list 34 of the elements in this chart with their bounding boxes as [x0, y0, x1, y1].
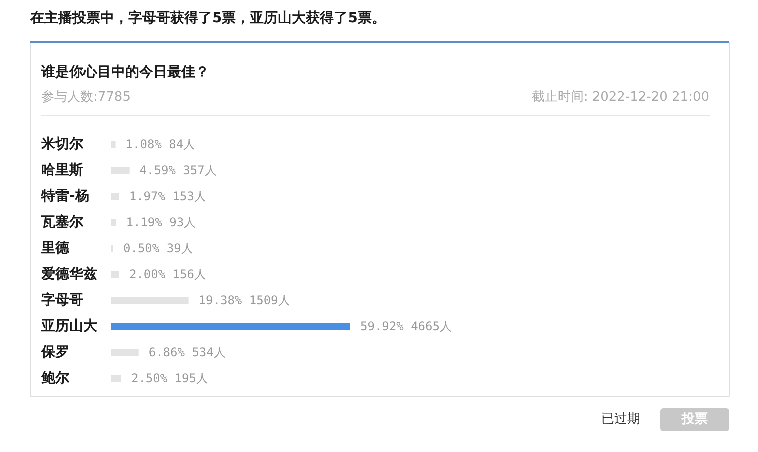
- bar: [112, 323, 350, 330]
- bar: [112, 141, 116, 148]
- data-label: 4.59% 357人: [140, 164, 217, 178]
- data-label: 59.92% 4665人: [360, 320, 452, 334]
- bar: [112, 297, 189, 304]
- data-label: 19.38% 1509人: [198, 294, 290, 308]
- y-tick-label: 字母哥: [42, 292, 84, 308]
- text: 已过期: [602, 412, 640, 427]
- y-tick-label: 鲍尔: [40, 370, 70, 386]
- data-label: 1.19% 93人: [126, 216, 196, 230]
- y-tick-label: 特雷-杨: [40, 188, 90, 204]
- chart-title: 谁是你心目中的今日最佳？: [40, 64, 210, 80]
- y-tick-label: 哈里斯: [42, 162, 84, 178]
- y-tick-label: 亚历山大: [40, 318, 98, 334]
- bar: [112, 271, 120, 278]
- data-label: 2.00% 156人: [129, 268, 207, 282]
- data-label: 6.86% 534人: [148, 346, 226, 360]
- text: 在主播投票中，字母哥获得了5票，亚历山大获得了5票。: [30, 10, 386, 26]
- y-tick-label: 瓦塞尔: [40, 214, 84, 230]
- y-tick-label: 里德: [40, 240, 70, 256]
- data-label: 2.50% 195人: [131, 372, 209, 386]
- y-tick-label: 保罗: [40, 344, 70, 360]
- bar: [112, 349, 139, 356]
- data-label: 0.50% 39人: [123, 242, 194, 256]
- chart-subtitle: 参与人数:7785: [42, 90, 131, 105]
- y-tick-label: 米切尔: [40, 136, 84, 152]
- bar: [112, 167, 130, 174]
- bar: [112, 219, 116, 226]
- text: 截止时间: 2022-12-20 21:00: [532, 90, 710, 105]
- bar: [112, 193, 120, 200]
- data-label: 1.97% 153人: [129, 190, 206, 204]
- y-tick-label: 爱德华兹: [40, 266, 98, 282]
- bar: [112, 375, 122, 382]
- data-label: 1.08% 84人: [126, 138, 196, 152]
